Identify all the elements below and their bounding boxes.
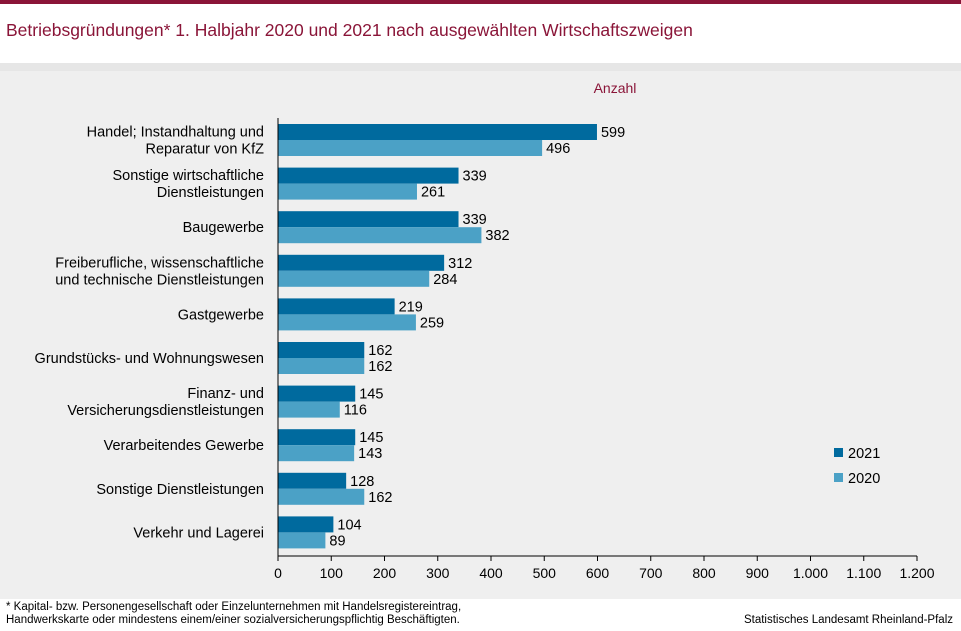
bar-2021-7 — [278, 429, 356, 446]
x-tick-label: 400 — [479, 565, 503, 581]
bar-2020-0 — [278, 140, 543, 156]
bar-chart: Anzahl 599496339261339382312284219259162… — [35, 80, 935, 581]
bar-2020-5 — [278, 358, 365, 374]
top-rule — [0, 0, 961, 4]
x-tick-label: 1.000 — [793, 565, 828, 581]
data-label-2020-4: 259 — [420, 315, 444, 331]
legend-swatch-2020 — [834, 473, 843, 482]
bar-2021-6 — [278, 385, 356, 402]
bar-2020-2 — [278, 227, 482, 244]
x-tick-label: 100 — [320, 565, 344, 581]
category-label-6: Versicherungsdienstleistungen — [67, 403, 264, 419]
data-label-2020-6: 116 — [344, 403, 367, 419]
bar-2021-4 — [278, 298, 395, 315]
bar-2020-6 — [278, 401, 340, 418]
x-axis: 0 100 200 300 400 500 600 700 800 900 1.000 1.100 1.… — [274, 118, 935, 581]
x-tick-label: 800 — [692, 565, 716, 581]
source-note: Statistisches Landesamt Rheinland-Pfalz — [743, 614, 953, 626]
x-tick-label: 200 — [373, 565, 397, 581]
data-label-2020-9: 89 — [329, 533, 345, 549]
legend-label-2020: 2020 — [848, 471, 880, 487]
category-label-3: Freiberufliche, wissenschaftliche — [55, 255, 264, 271]
x-tick-label: 1.200 — [899, 565, 934, 581]
data-label-2021-6: 145 — [359, 387, 383, 403]
category-label-5: Grundstücks- und Wohnungswesen — [35, 351, 264, 367]
bar-2021-9 — [278, 516, 334, 533]
bar-2020-3 — [278, 270, 430, 287]
page-title: Betriebsgründungen* 1. Halbjahr 2020 und… — [6, 20, 693, 40]
bar-2020-8 — [278, 488, 365, 505]
category-label-0: Handel; Instandhaltung und — [87, 125, 264, 141]
x-tick-label: 0 — [274, 565, 282, 581]
data-label-2020-1: 261 — [421, 185, 445, 201]
bar-2020-9 — [278, 532, 326, 549]
data-label-2021-9: 104 — [337, 517, 361, 533]
category-label-9: Verkehr und Lagerei — [133, 525, 264, 541]
x-tick-label: 300 — [426, 565, 450, 581]
data-label-2021-2: 339 — [463, 212, 487, 228]
data-label-2021-8: 128 — [350, 474, 374, 490]
category-label-8: Sonstige Dienstleistungen — [96, 482, 264, 498]
bar-2020-4 — [278, 314, 416, 331]
data-label-2020-0: 496 — [546, 141, 570, 157]
data-label-2021-0: 599 — [601, 125, 625, 141]
category-label-3: und technische Dienstleistungen — [55, 272, 264, 288]
legend-swatch-2021 — [834, 448, 843, 457]
title-separator — [0, 63, 961, 71]
x-tick-label: 900 — [746, 565, 770, 581]
bar-2021-8 — [278, 472, 347, 489]
data-label-2020-3: 284 — [433, 272, 457, 288]
x-tick-label: 500 — [533, 565, 557, 581]
category-label-2: Baugewerbe — [183, 220, 264, 236]
data-label-2020-7: 143 — [358, 446, 382, 462]
data-label-2021-4: 219 — [399, 299, 423, 315]
unit-label: Anzahl — [594, 80, 637, 96]
data-label-2021-1: 339 — [463, 169, 487, 185]
bar-2021-0 — [278, 124, 597, 140]
x-tick-label: 1.100 — [846, 565, 881, 581]
data-label-2020-8: 162 — [368, 490, 392, 506]
category-label-1: Sonstige wirtschaftliche — [112, 168, 264, 184]
data-label-2020-5: 162 — [368, 359, 392, 375]
category-label-6: Finanz- und — [187, 386, 264, 402]
legend-label-2021: 2021 — [848, 446, 880, 462]
bars-group: 5994963392613393823122842192591621621451… — [278, 124, 625, 549]
x-tick-label: 700 — [639, 565, 663, 581]
category-label-0: Reparatur von KfZ — [146, 142, 265, 158]
bar-2021-2 — [278, 211, 459, 228]
bar-2021-3 — [278, 254, 445, 271]
bar-2021-5 — [278, 342, 365, 358]
category-label-4: Gastgewerbe — [178, 307, 264, 323]
legend: 2021 2020 — [834, 446, 880, 487]
data-label-2021-5: 162 — [368, 343, 392, 359]
chart-panel — [0, 71, 961, 599]
category-label-7: Verarbeitendes Gewerbe — [104, 438, 264, 454]
bar-2021-1 — [278, 167, 459, 184]
footnote: * Kapital- bzw. Personengesellschaft ode… — [6, 601, 462, 626]
x-tick-label: 600 — [586, 565, 610, 581]
data-label-2021-7: 145 — [359, 430, 383, 446]
category-label-1: Dienstleistungen — [157, 185, 264, 201]
bar-2020-7 — [278, 445, 355, 462]
bar-2020-1 — [278, 183, 417, 200]
data-label-2020-2: 382 — [485, 228, 509, 244]
data-label-2021-3: 312 — [448, 256, 472, 272]
